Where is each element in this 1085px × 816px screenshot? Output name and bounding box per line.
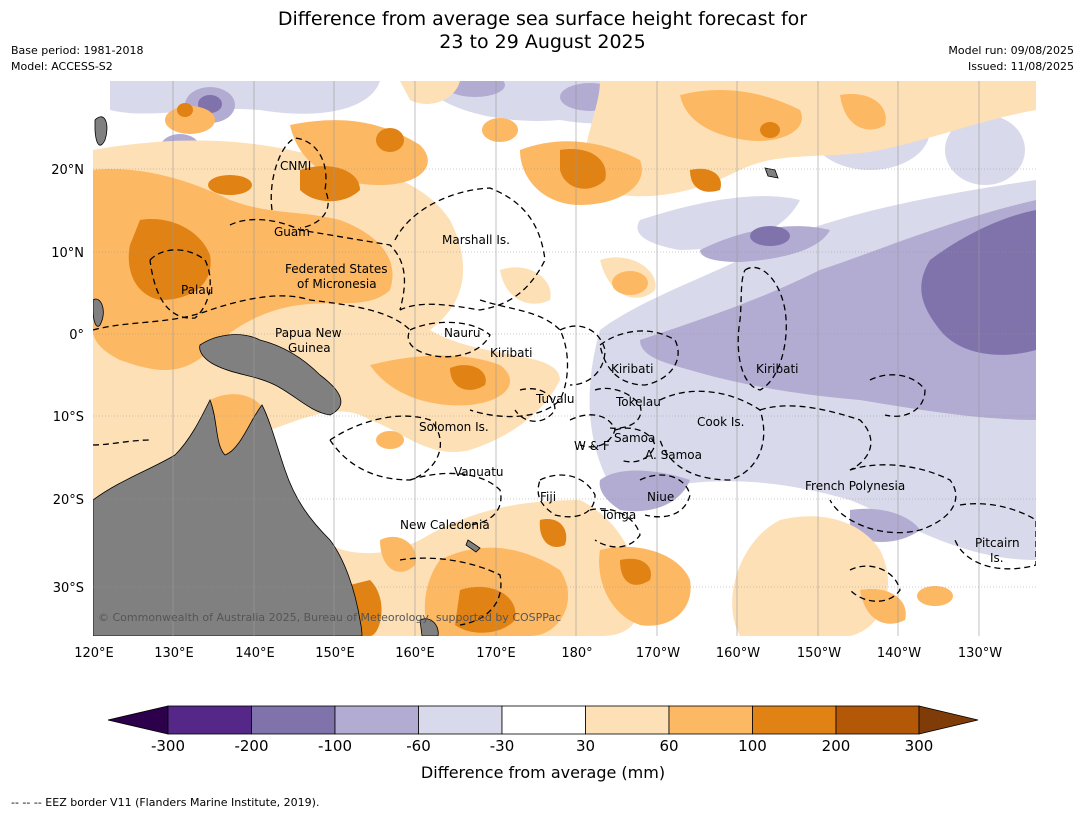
colorbar-extend-high (918, 705, 979, 735)
latitude-axis: 20°N 10°N 0° 10°S 20°S 30°S (51, 163, 84, 596)
label-french-polynesia: French Polynesia (805, 479, 905, 493)
label-pitcairn-2: Is. (990, 551, 1004, 565)
hawaii (764, 167, 779, 179)
label-tuvalu: Tuvalu (535, 392, 575, 406)
lat-label: 20°S (53, 493, 84, 508)
colorbar-segment (167, 705, 252, 735)
label-samoa: Samoa (614, 431, 655, 445)
lat-label: 20°N (51, 163, 84, 178)
place-labels: CNMI Guam Marshall Is. Federated States … (181, 159, 1020, 565)
eez-footnote: -- -- -- EEZ border V11 (Flanders Marine… (11, 796, 320, 809)
colorbar-segment (668, 705, 753, 735)
colorbar-segment (501, 705, 586, 735)
model-run: Model run: 09/08/2025 (948, 44, 1074, 57)
lon-label: 130°W (958, 646, 1002, 661)
lat-label: 30°S (53, 581, 84, 596)
lon-label: 170°W (636, 646, 680, 661)
gridlines (93, 81, 1036, 636)
label-guam: Guam (274, 225, 310, 239)
title-line-1: Difference from average sea surface heig… (277, 8, 808, 30)
label-png-1: Papua New (275, 326, 342, 340)
colorbar-tick: -200 (234, 737, 268, 755)
colorbar-tick: 30 (576, 737, 595, 755)
map-title: Difference from average sea surface heig… (0, 8, 1085, 54)
lon-label: 180° (561, 646, 592, 661)
colorbar-tick: -100 (318, 737, 352, 755)
lon-label: 160°E (395, 646, 435, 661)
colorbar-segment (835, 705, 920, 735)
colorbar-label: Difference from average (mm) (421, 763, 665, 782)
label-kiribati-west: Kiribati (490, 346, 532, 360)
new-caledonia (465, 539, 481, 553)
colorbar: -300 -200 -100 -60 -30 30 60 100 200 300… (107, 705, 979, 782)
colorbar-segment (418, 705, 503, 735)
lon-label: 170°E (476, 646, 516, 661)
lat-label: 10°N (51, 246, 84, 261)
label-fsm-2: of Micronesia (297, 277, 377, 291)
lon-label: 150°W (797, 646, 841, 661)
land-masses (93, 116, 779, 636)
lat-label: 0° (69, 328, 84, 343)
title-line-2: 23 to 29 August 2025 (439, 31, 646, 53)
colorbar-tick: -60 (406, 737, 431, 755)
label-tonga: Tonga (600, 508, 636, 522)
label-palau: Palau (181, 283, 213, 297)
label-fsm-1: Federated States (285, 262, 387, 276)
lon-label: 130°E (154, 646, 194, 661)
philippines (94, 116, 108, 146)
colorbar-tick: -300 (151, 737, 185, 755)
colorbar-segment (585, 705, 670, 735)
lon-label: 120°E (74, 646, 114, 661)
colorbar-segment (752, 705, 837, 735)
copyright-notice: © Commonwealth of Australia 2025, Bureau… (98, 611, 561, 624)
colorbar-tick: 60 (659, 737, 678, 755)
label-niue: Niue (647, 490, 674, 504)
longitude-axis: 120°E 130°E 140°E 150°E 160°E 170°E 180°… (74, 646, 1002, 661)
meta-left: Base period: 1981-2018 Model: ACCESS-S2 (11, 43, 143, 75)
label-pitcairn-1: Pitcairn (975, 536, 1020, 550)
colorbar-tick: 200 (822, 737, 851, 755)
borneo-east (93, 298, 104, 327)
colorbar-ticks: -300 -200 -100 -60 -30 30 60 100 200 300 (151, 737, 933, 755)
colorbar-tick: -30 (490, 737, 515, 755)
colorbar-extend-low (107, 705, 169, 735)
label-vanuatu: Vanuatu (454, 465, 504, 479)
eez-borders (93, 137, 1036, 626)
label-fiji: Fiji (540, 490, 556, 504)
label-kiribati-central: Kiribati (611, 362, 653, 376)
colorbar-segment (334, 705, 419, 735)
lon-label: 150°E (315, 646, 355, 661)
lon-label: 140°E (235, 646, 275, 661)
label-new-caledonia: New Caledonia (400, 518, 490, 532)
label-png-2: Guinea (288, 341, 331, 355)
lon-label: 160°W (716, 646, 760, 661)
issued-date: Issued: 11/08/2025 (967, 60, 1074, 73)
label-nauru: Nauru (444, 326, 480, 340)
model-name: Model: ACCESS-S2 (11, 60, 113, 73)
colorbar-tick: 300 (905, 737, 934, 755)
label-kiribati-east: Kiribati (756, 362, 798, 376)
base-period: Base period: 1981-2018 (11, 44, 144, 57)
lon-label: 140°W (877, 646, 921, 661)
label-marshall: Marshall Is. (442, 233, 510, 247)
colorbar-segment (251, 705, 336, 735)
label-cook: Cook Is. (697, 415, 744, 429)
map-area: © Commonwealth of Australia 2025, Bureau… (93, 81, 1036, 636)
label-solomon: Solomon Is. (419, 420, 489, 434)
australia (93, 399, 363, 636)
label-cnmi: CNMI (280, 159, 311, 173)
meta-right: Model run: 09/08/2025 Issued: 11/08/2025 (948, 43, 1074, 75)
label-american-samoa: A. Samoa (645, 448, 702, 462)
new-zealand-tip (419, 618, 439, 636)
colorbar-tick: 100 (738, 737, 767, 755)
lat-label: 10°S (53, 410, 84, 425)
label-wallis-futuna: W & F (574, 439, 610, 453)
new-guinea (199, 334, 342, 416)
label-tokelau: Tokelau (615, 395, 661, 409)
